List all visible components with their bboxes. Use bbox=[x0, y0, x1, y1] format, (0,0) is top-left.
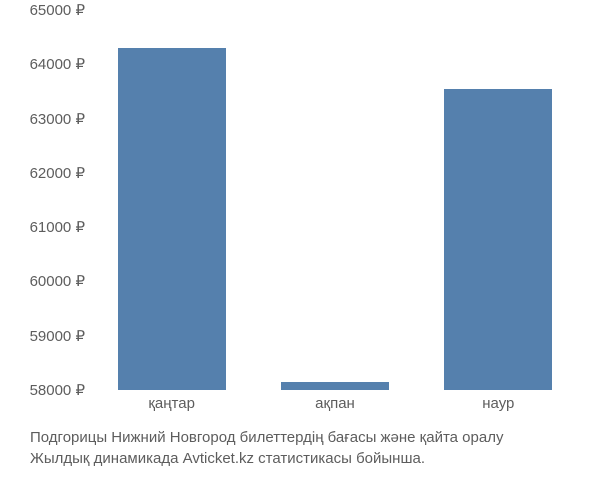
bar bbox=[118, 48, 226, 390]
caption-line-1: Подгорицы Нижний Новгород билеттердің ба… bbox=[30, 429, 503, 446]
y-tick-label: 64000 ₽ bbox=[30, 55, 85, 73]
y-tick-label: 58000 ₽ bbox=[30, 381, 85, 399]
bar bbox=[281, 382, 389, 390]
bars-area bbox=[90, 10, 580, 390]
x-tick-label: қаңтар bbox=[148, 395, 195, 412]
chart-caption: Подгорицы Нижний Новгород билеттердің ба… bbox=[30, 427, 595, 471]
y-tick-label: 61000 ₽ bbox=[30, 218, 85, 236]
y-tick-label: 63000 ₽ bbox=[30, 110, 85, 128]
x-tick-label: наур bbox=[482, 395, 514, 412]
y-tick-label: 59000 ₽ bbox=[30, 327, 85, 345]
plot-area bbox=[90, 10, 580, 390]
bar bbox=[444, 89, 552, 390]
caption-line-2: Жылдық динамикада Avticket.kz статистика… bbox=[30, 450, 425, 467]
y-tick-label: 62000 ₽ bbox=[30, 164, 85, 182]
y-tick-label: 65000 ₽ bbox=[30, 1, 85, 19]
x-tick-label: ақпан bbox=[315, 395, 355, 412]
price-bar-chart: Подгорицы Нижний Новгород билеттердің ба… bbox=[0, 0, 600, 500]
y-tick-label: 60000 ₽ bbox=[30, 272, 85, 290]
